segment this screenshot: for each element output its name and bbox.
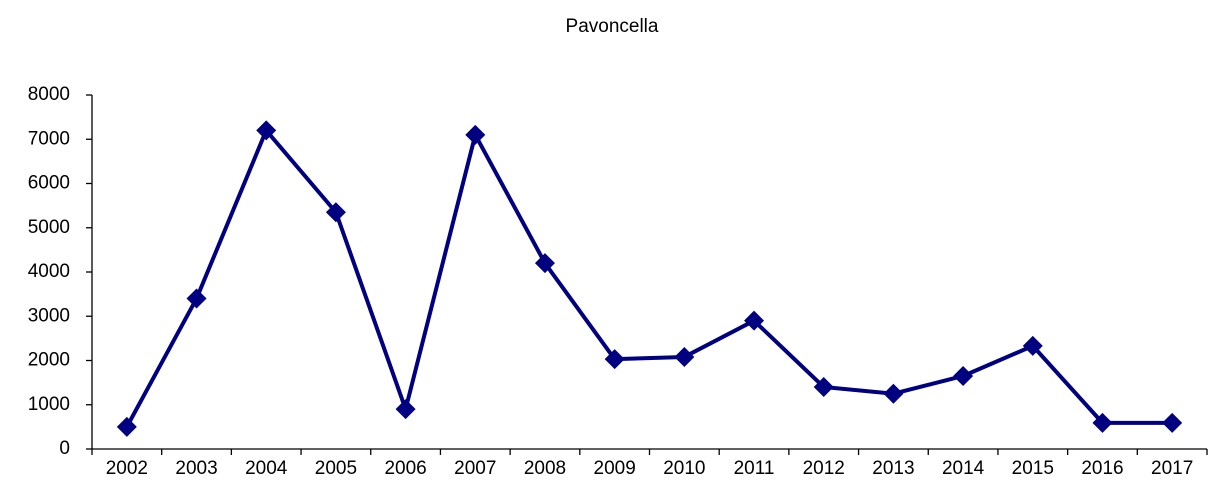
y-tick-label: 6000 (28, 173, 70, 194)
y-tick-label: 5000 (28, 217, 70, 238)
x-tick-label: 2016 (1081, 458, 1123, 479)
x-tick-label: 2014 (942, 458, 985, 479)
marker (116, 416, 137, 437)
marker (883, 383, 904, 404)
x-tick-label: 2007 (454, 458, 496, 479)
x-tick-label: 2009 (594, 458, 636, 479)
marker (813, 377, 834, 398)
marker (744, 310, 765, 331)
x-tick-label: 2003 (175, 458, 217, 479)
x-tick-label: 2006 (384, 458, 426, 479)
y-tick-label: 7000 (28, 128, 70, 149)
marker (674, 346, 695, 367)
x-tick-label: 2013 (872, 458, 914, 479)
marker (465, 124, 486, 145)
y-tick-label: 4000 (28, 261, 70, 282)
marker (1162, 412, 1183, 433)
x-tick-label: 2005 (315, 458, 357, 479)
marker (256, 120, 277, 141)
x-tick-label: 2011 (734, 458, 775, 479)
marker (395, 399, 416, 420)
line-series (125, 128, 1173, 428)
y-tick-label: 3000 (28, 305, 70, 326)
x-tick-label: 2008 (524, 458, 566, 479)
x-tick-label: 2004 (245, 458, 288, 479)
marker (325, 202, 346, 223)
x-tick-label: 2015 (1012, 458, 1054, 479)
x-tick-label: 2017 (1151, 458, 1193, 479)
y-tick-label: 8000 (28, 84, 70, 105)
marker (1092, 412, 1113, 433)
marker (1022, 335, 1043, 356)
x-tick-label: 2010 (663, 458, 705, 479)
chart-title: Pavoncella (566, 16, 659, 37)
x-tick-label: 2002 (106, 458, 148, 479)
y-tick-label: 0 (59, 438, 70, 459)
marker (534, 253, 555, 274)
x-tick-label: 2012 (803, 458, 845, 479)
marker (604, 349, 625, 370)
y-tick-label: 1000 (28, 394, 70, 415)
marker (186, 288, 207, 309)
y-tick-label: 2000 (28, 350, 70, 371)
marker (953, 365, 974, 386)
